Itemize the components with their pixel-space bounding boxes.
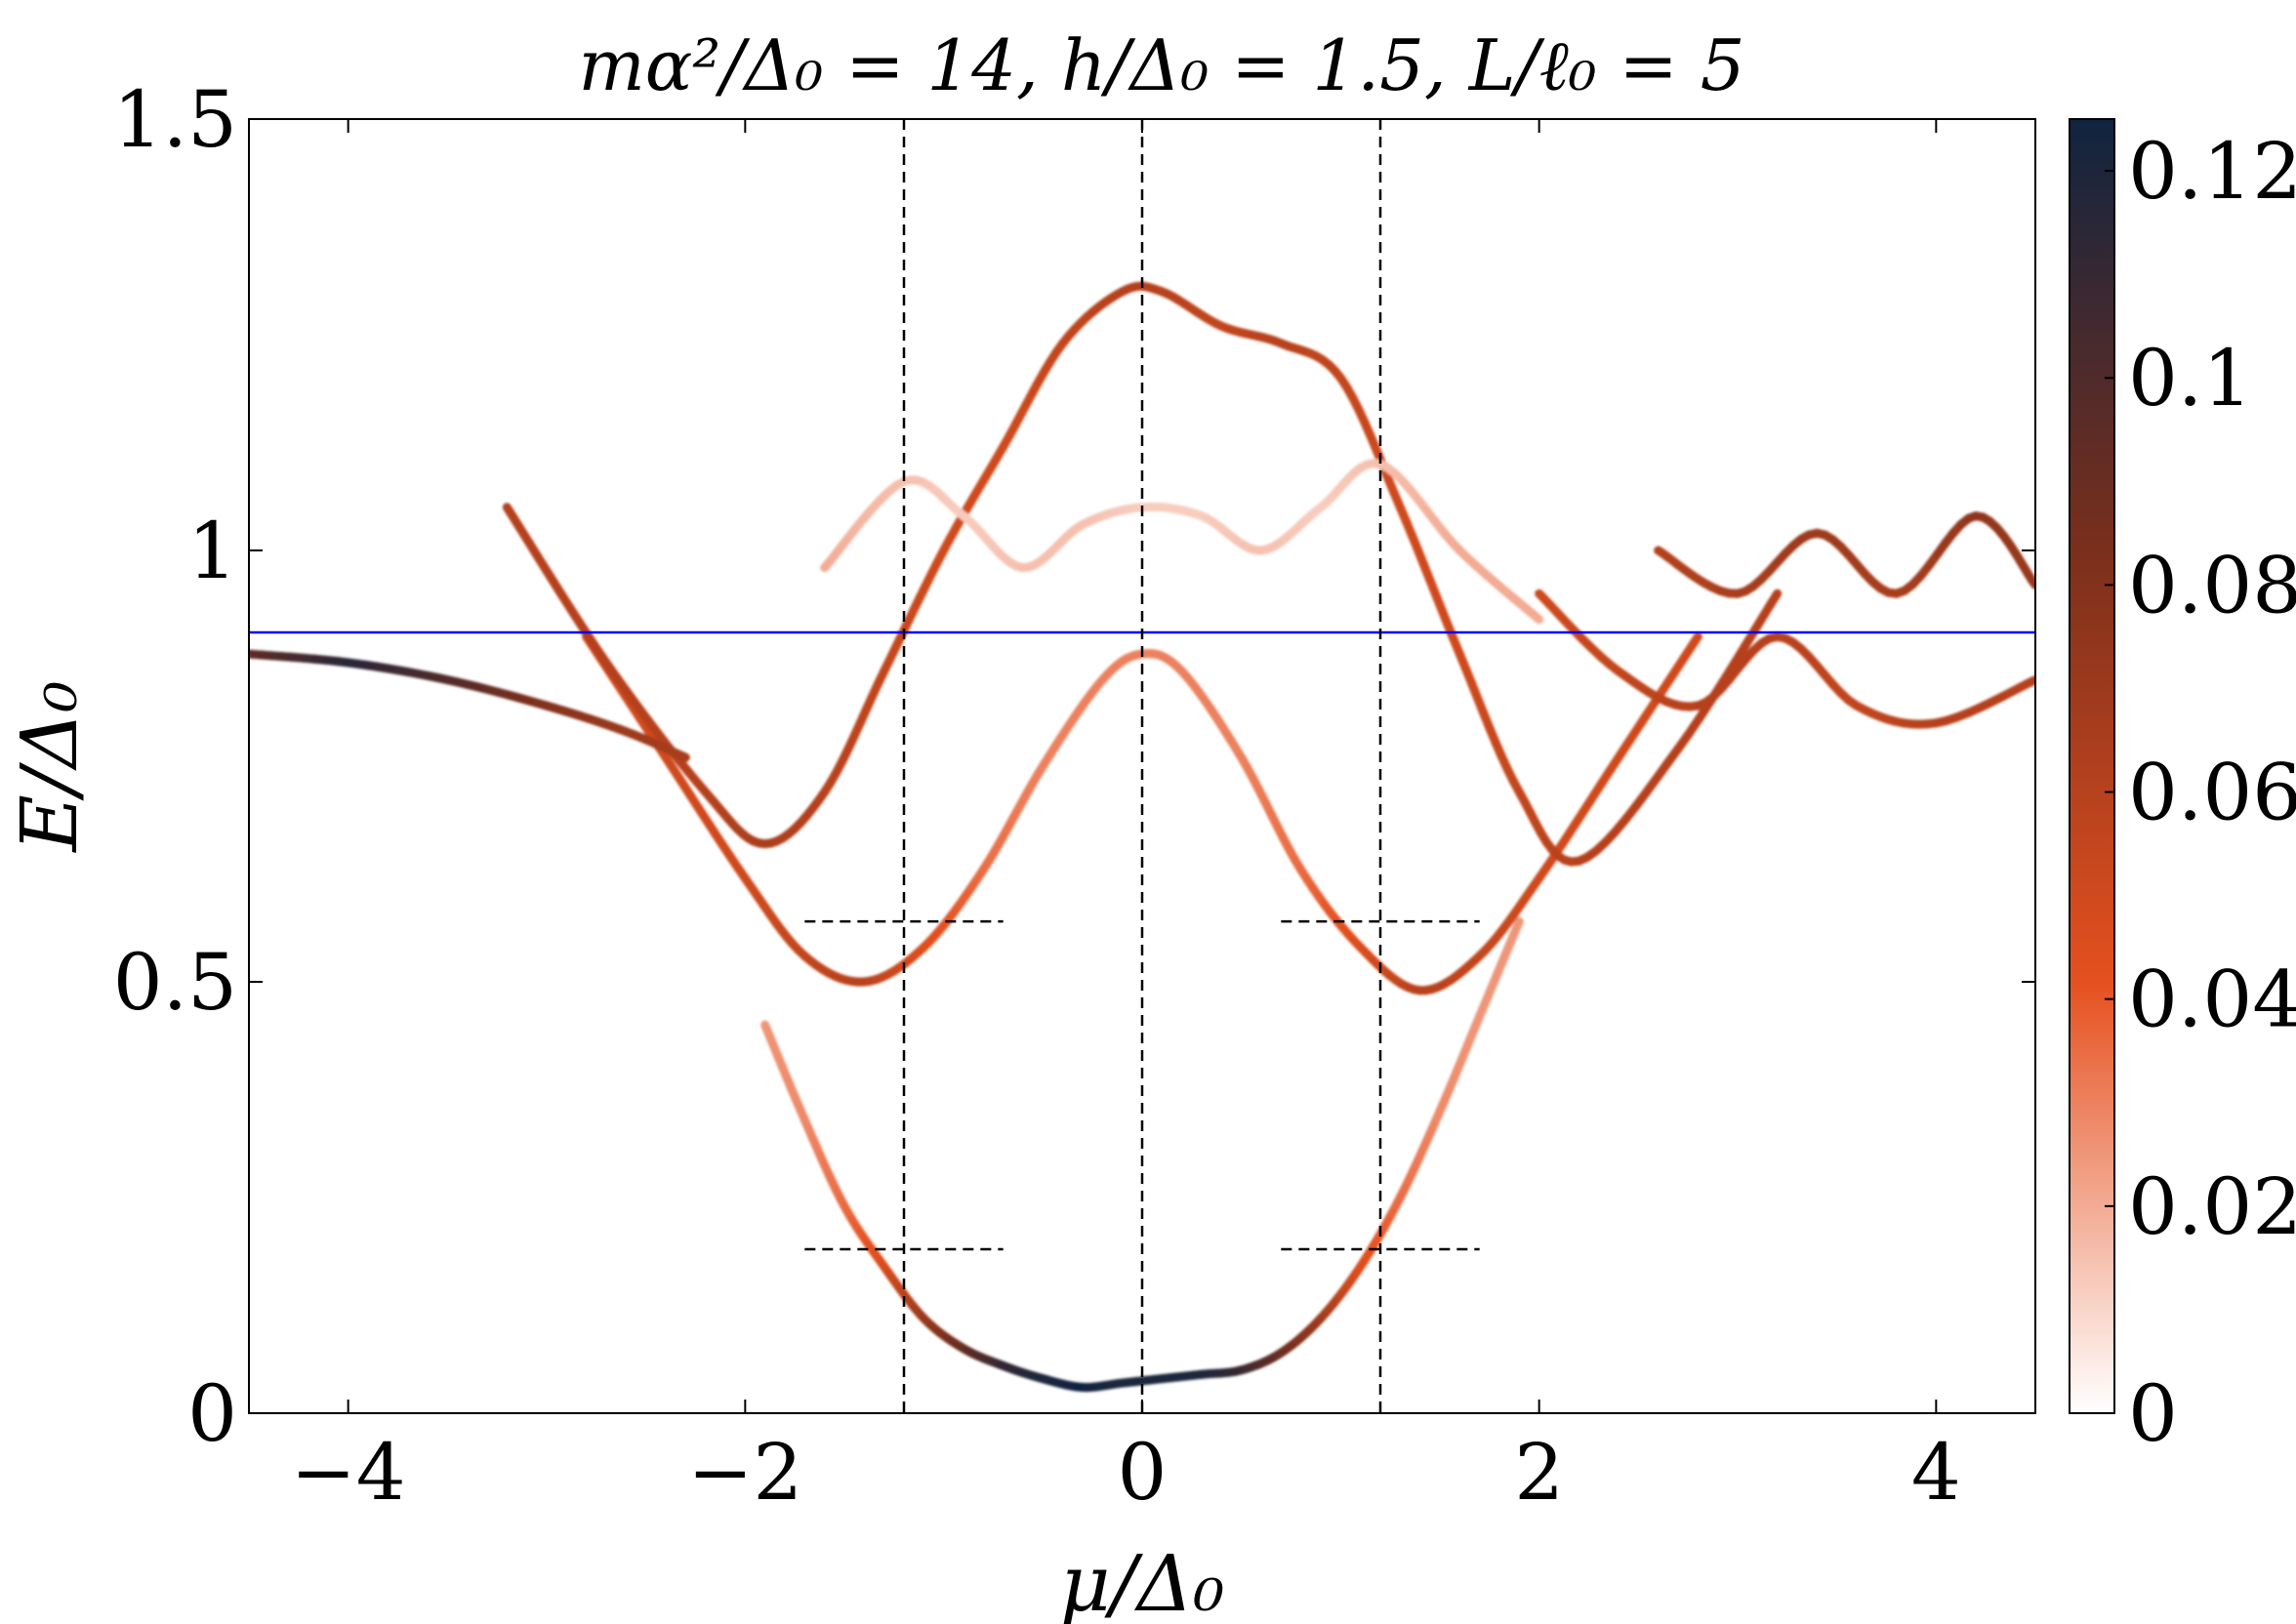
- x-axis: −4 −2 0 2 4: [291, 119, 1961, 1518]
- colorbar-ticks: 0 0.02 0.04 0.06 0.08 0.1 0.12: [2105, 126, 2296, 1459]
- band-0-segment: [1512, 916, 1524, 932]
- band-5-segment: [2025, 675, 2035, 688]
- colorbar-fill: [2069, 118, 2115, 1414]
- colorbar-tick-label: 0.12: [2128, 126, 2296, 217]
- x-axis-title: μ/Δ₀: [1060, 1538, 1225, 1624]
- y-tick-label: 0: [187, 1368, 237, 1459]
- reference-line-layer: [249, 119, 2035, 1413]
- x-tick-label: −4: [291, 1427, 406, 1518]
- y-axis-title: E/Δ₀: [4, 680, 95, 853]
- colorbar-tick-label: 0.08: [2128, 540, 2296, 630]
- x-tick-label: 4: [1911, 1427, 1961, 1518]
- colorbar-tick-label: 0.1: [2128, 333, 2252, 424]
- colorbar-tick-label: 0.02: [2128, 1161, 2296, 1252]
- colorbar: 0 0.02 0.04 0.06 0.08 0.1 0.12: [2069, 118, 2296, 1459]
- plot-area: [249, 119, 2035, 1413]
- band-3-segment: [677, 751, 690, 762]
- band-2-segment: [1767, 589, 1783, 608]
- y-tick-label: 1: [187, 506, 237, 596]
- x-tick-label: −2: [687, 1427, 802, 1518]
- x-tick-label: 2: [1514, 1427, 1564, 1518]
- band-4-segment: [1530, 611, 1544, 625]
- chart-title: mα²/Δ₀ = 14, h/Δ₀ = 1.5, L/ℓ₀ = 5: [578, 24, 1744, 106]
- x-tick-label: 0: [1118, 1427, 1168, 1518]
- colorbar-tick-label: 0.04: [2128, 954, 2296, 1045]
- colorbar-tick-label: 0.06: [2128, 748, 2296, 838]
- colorbar-tick-label: 0: [2128, 1368, 2178, 1459]
- band-layer: [249, 281, 2035, 1393]
- band-1-segment: [1688, 631, 1702, 649]
- y-tick-label: 1.5: [113, 74, 237, 165]
- y-axis: 0 0.5 1 1.5: [113, 74, 2035, 1459]
- y-tick-label: 0.5: [113, 937, 237, 1028]
